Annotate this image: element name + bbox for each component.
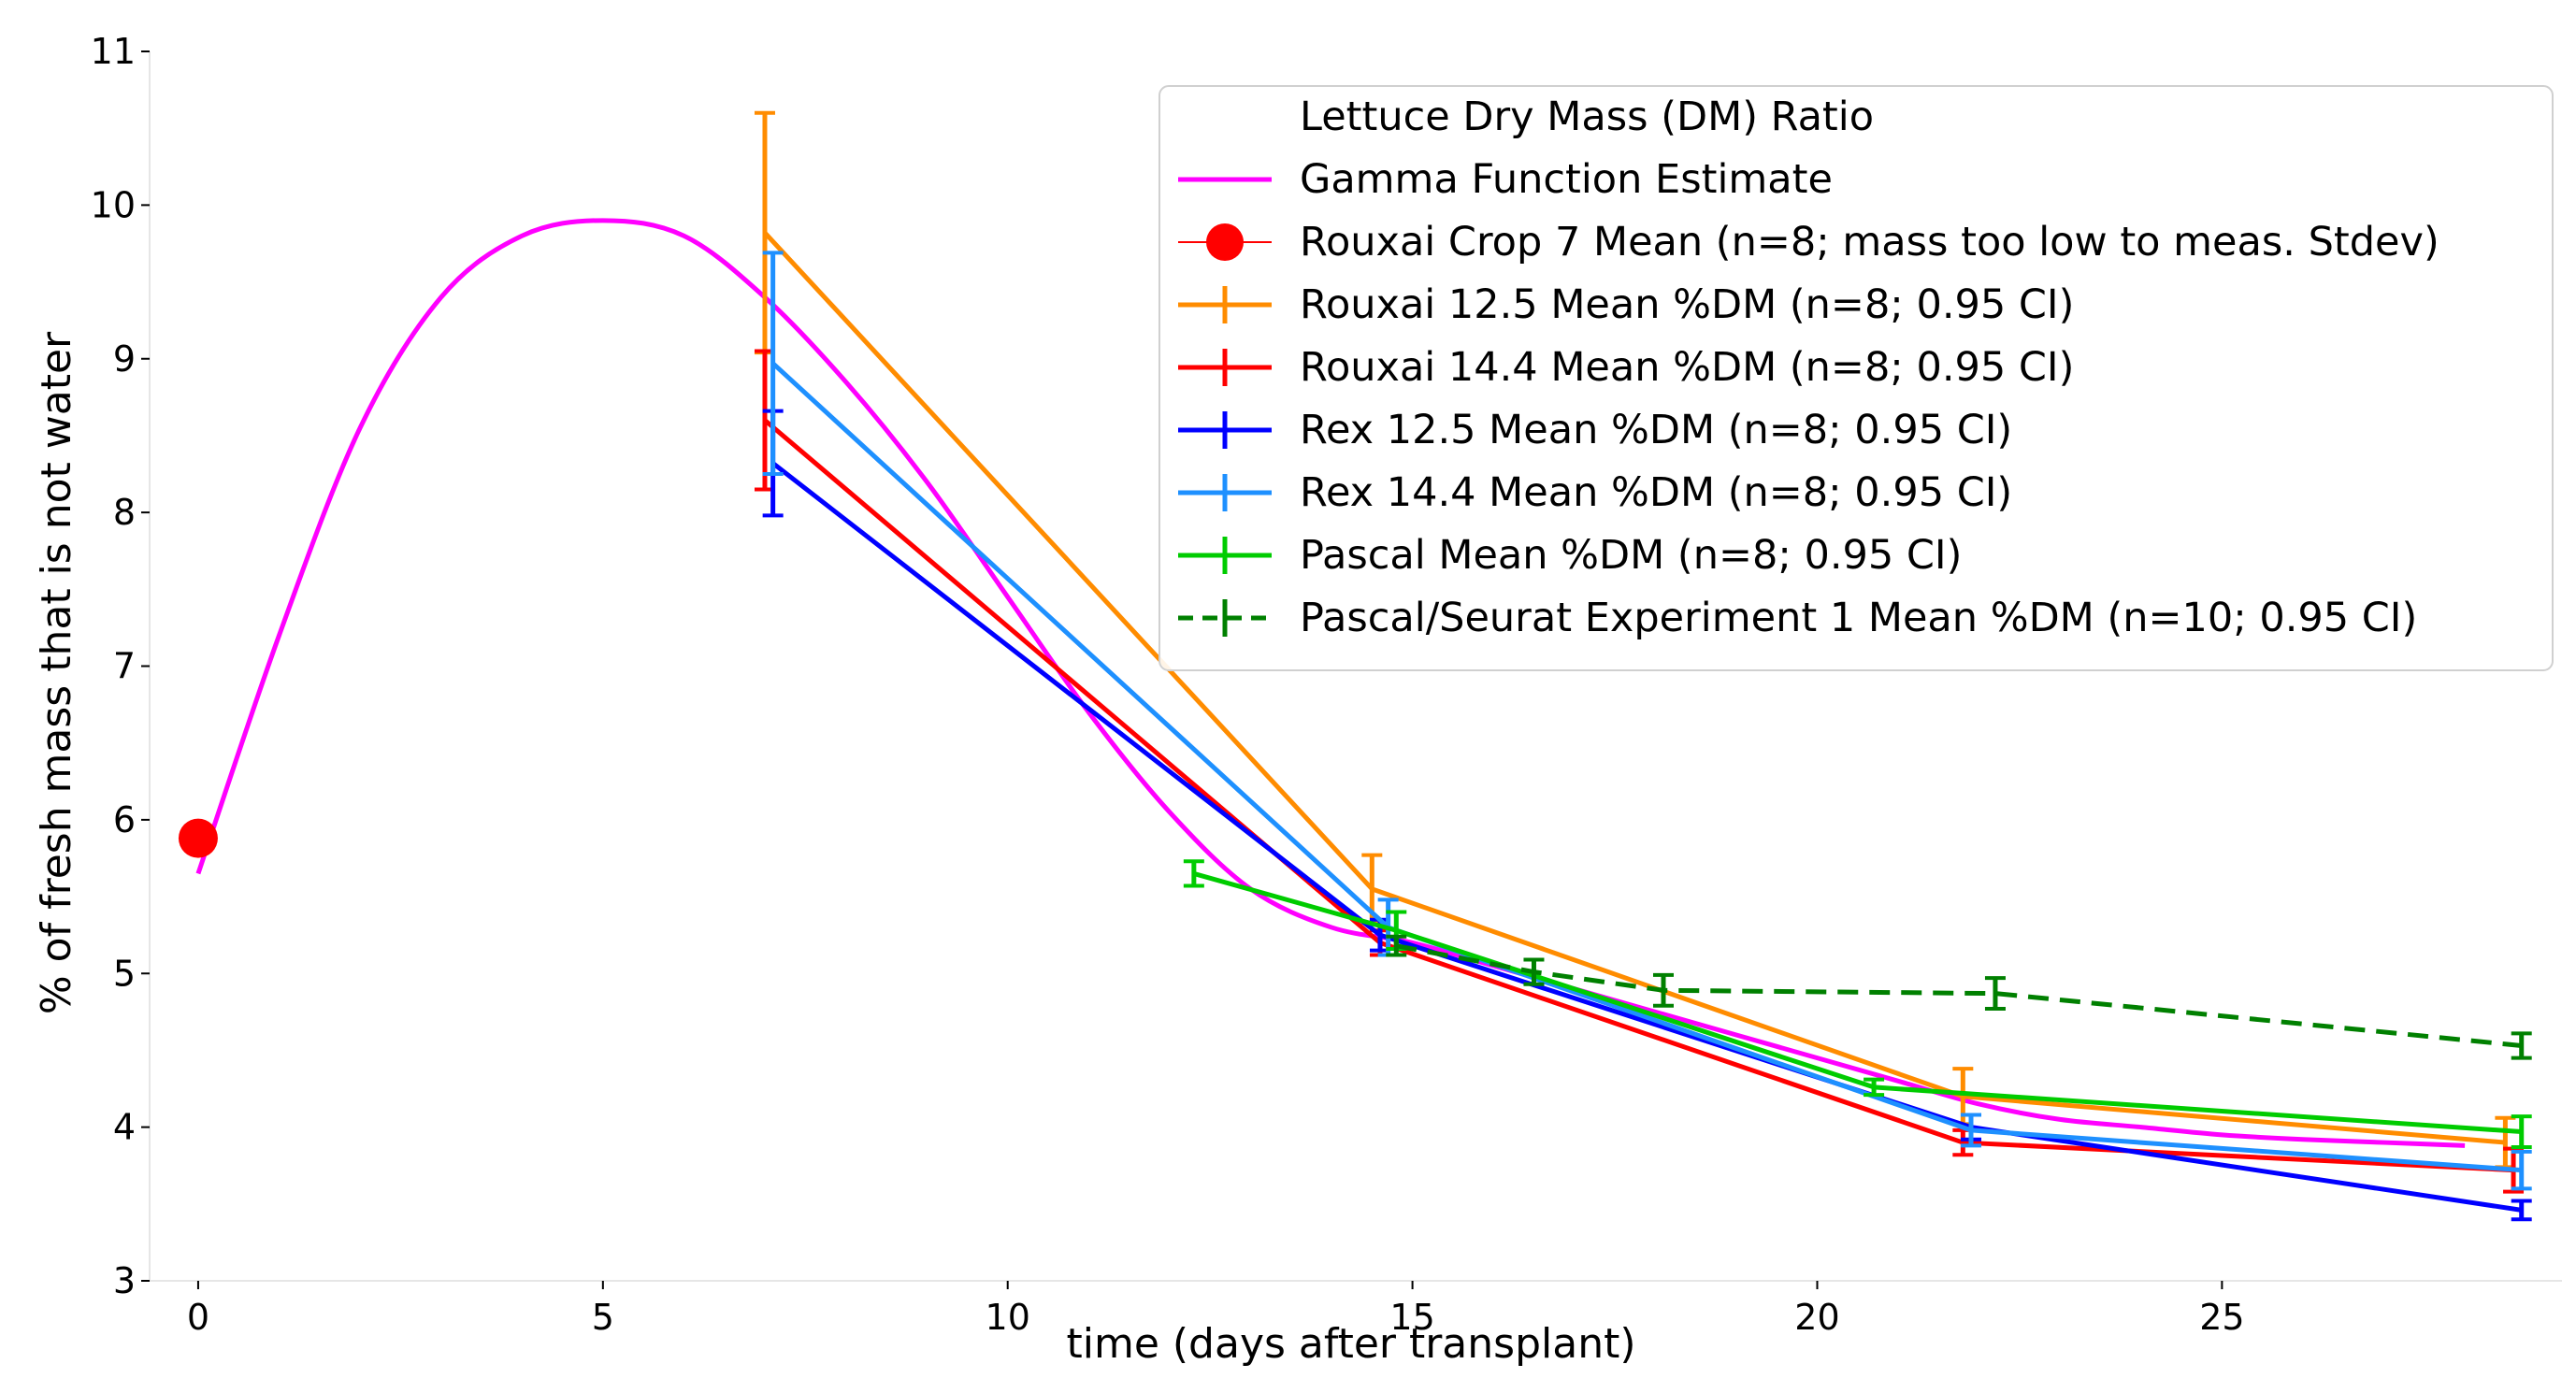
- y-tick-label: 8: [113, 492, 136, 533]
- x-tick-label: 25: [2199, 1297, 2244, 1338]
- legend-label: Rouxai 12.5 Mean %DM (n=8; 0.95 CI): [1300, 281, 2074, 328]
- series-line: [195, 218, 2466, 1148]
- legend-label: Rouxai Crop 7 Mean (n=8; mass too low to…: [1300, 219, 2439, 266]
- y-tick-label: 9: [113, 338, 136, 380]
- series-line: [1193, 870, 2522, 1135]
- series-line: [763, 231, 2506, 1145]
- y-tick-label: 4: [113, 1107, 136, 1148]
- series-line: [771, 461, 2523, 1213]
- legend-title: Lettuce Dry Mass (DM) Ratio: [1300, 93, 1874, 140]
- legend-label: Rouxai 14.4 Mean %DM (n=8; 0.95 CI): [1300, 344, 2074, 391]
- y-tick-label: 5: [113, 953, 136, 994]
- series-line: [770, 361, 2522, 1173]
- y-tick-label: 6: [113, 799, 136, 840]
- series-7: [1386, 934, 2532, 1060]
- series-line: [763, 418, 2514, 1173]
- x-tick-label: 10: [986, 1297, 1030, 1338]
- series-0: [195, 218, 2466, 1148]
- y-tick-label: 10: [91, 184, 136, 225]
- legend-label: Gamma Function Estimate: [1300, 156, 1833, 203]
- y-tick-label: 11: [91, 31, 136, 72]
- legend-box: [1158, 85, 2554, 671]
- x-tick-label: 5: [592, 1297, 614, 1338]
- legend-marker: [1206, 223, 1244, 261]
- legend: Lettuce Dry Mass (DM) Ratio Gamma Functio…: [1158, 85, 2554, 671]
- series-1: [178, 818, 218, 858]
- ticks: 0 5 10 15 20 25 3 4 5 6 7 8 9 10 11: [91, 31, 2245, 1338]
- series-layer: [178, 110, 2532, 1222]
- legend-label: Pascal/Seurat Experiment 1 Mean %DM (n=1…: [1300, 595, 2417, 641]
- y-tick-label: 3: [113, 1260, 136, 1301]
- legend-label: Rex 14.4 Mean %DM (n=8; 0.95 CI): [1300, 469, 2012, 516]
- x-axis-title: time (days after transplant): [1066, 1320, 1635, 1368]
- y-tick-label: 7: [113, 646, 136, 687]
- data-point: [178, 818, 218, 858]
- legend-label: Pascal Mean %DM (n=8; 0.95 CI): [1300, 532, 1962, 579]
- x-tick-label: 0: [187, 1297, 209, 1338]
- x-tick-label: 20: [1794, 1297, 1839, 1338]
- x-tick-label: 15: [1389, 1297, 1434, 1338]
- y-axis-title: % of fresh mass that is not water: [33, 331, 80, 1014]
- legend-label: Rex 12.5 Mean %DM (n=8; 0.95 CI): [1300, 407, 2012, 453]
